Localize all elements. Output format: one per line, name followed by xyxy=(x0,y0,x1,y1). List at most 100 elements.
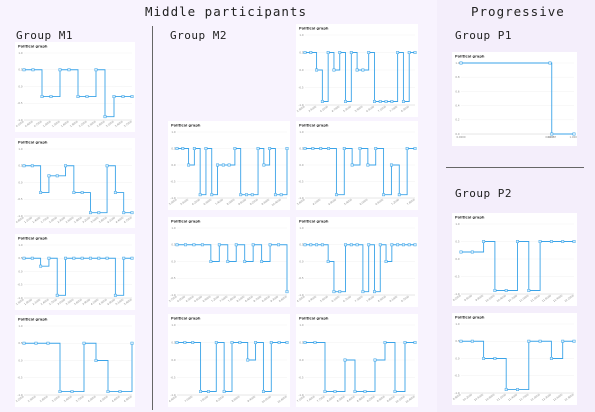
data-point xyxy=(504,388,508,391)
y-tick-label: -0.5 xyxy=(170,375,175,379)
x-tick-label: 5.4000 xyxy=(343,197,353,206)
x-tick-label: 1.4000 xyxy=(31,215,41,224)
x-tick-label: 0.0000 xyxy=(456,135,465,139)
x-tick-label: 5.7000 xyxy=(168,294,178,303)
x-tick-label: 7.4000 xyxy=(306,394,316,403)
data-point xyxy=(373,358,377,362)
x-tick-label: 10.4000 xyxy=(271,197,282,207)
data-point xyxy=(55,174,59,178)
data-point xyxy=(260,260,264,263)
data-point xyxy=(342,147,346,150)
chart-m2-r2: Political graph 1.0 0.5 0.0 -0.5 -1.0 3.6000 4.… xyxy=(296,121,418,210)
data-point xyxy=(332,68,336,72)
chart-title: Political graph xyxy=(455,216,485,220)
y-tick-label: 0.5 xyxy=(18,164,22,168)
x-tick-label: 4.0000 xyxy=(87,394,97,403)
chart-m2-l3: Political graph 1.0 0.5 0.0 -0.5 -1.0 6.4000 7.… xyxy=(168,314,290,407)
x-tick-label: 2.0000 xyxy=(48,215,58,224)
x-tick-label: 1.6000 xyxy=(60,119,70,128)
data-point xyxy=(405,147,409,150)
data-point xyxy=(285,290,289,294)
y-tick-label: 1.0 xyxy=(299,226,303,230)
x-tick-label: 5.9000 xyxy=(354,104,364,113)
chart-title: Political graph xyxy=(171,124,201,128)
chart-m1-3: Political graph 1.0 0.5 0.0 -0.5 -1.0 1.5000 1.… xyxy=(15,234,135,310)
data-point xyxy=(389,163,393,167)
x-tick-label: 4.1000 xyxy=(319,104,329,113)
data-point xyxy=(130,95,134,98)
data-point xyxy=(234,243,238,247)
x-tick-label: 7.0000 xyxy=(184,394,194,403)
data-point xyxy=(277,341,281,344)
x-tick-label: 7.1000 xyxy=(296,394,306,403)
data-point xyxy=(482,357,486,360)
data-point xyxy=(538,240,542,243)
series-line xyxy=(177,244,288,292)
x-tick-label: 8.6000 xyxy=(346,394,356,403)
data-point xyxy=(373,290,376,294)
data-point xyxy=(221,163,225,167)
data-point xyxy=(72,191,76,194)
data-point xyxy=(64,256,67,260)
political-graph-svg: Political graph 1.0 0.5 0.0 -0.5 -1.01.5000 1.… xyxy=(15,237,134,306)
data-point xyxy=(70,390,74,393)
political-graph-svg: Political graph 1.0 0.5 0.0 -0.5 -1.06.4000 7.… xyxy=(168,317,289,404)
data-point xyxy=(349,51,353,54)
x-tick-label: 2.7000 xyxy=(48,297,58,306)
x-tick-label: 12.3000 xyxy=(541,392,552,402)
y-tick-label: 1.0 xyxy=(299,130,303,134)
data-point xyxy=(183,341,187,344)
x-tick-label: 5.4000 xyxy=(123,297,133,306)
data-point xyxy=(198,193,202,197)
data-point xyxy=(303,147,307,150)
data-point xyxy=(527,289,531,292)
data-point xyxy=(285,341,289,344)
x-tick-label: 10.7000 xyxy=(507,293,518,303)
data-point xyxy=(303,341,307,344)
data-point xyxy=(572,240,576,243)
data-point xyxy=(175,147,179,150)
x-tick-label: 4.4000 xyxy=(115,215,125,224)
y-tick-label: 0.0 xyxy=(455,356,459,360)
y-tick-label: -0.5 xyxy=(17,101,22,105)
x-tick-label: 8.1000 xyxy=(236,294,246,303)
x-tick-label: 10.4000 xyxy=(496,293,507,303)
x-tick-label: 3.6000 xyxy=(73,297,83,306)
x-tick-label: 1.8000 xyxy=(23,297,33,306)
data-point xyxy=(315,243,319,247)
y-tick-label: 0.0 xyxy=(299,68,303,72)
data-point xyxy=(482,240,486,243)
data-point xyxy=(393,390,397,393)
y-tick-label: -0.5 xyxy=(454,274,459,278)
data-point xyxy=(94,68,98,72)
x-tick-label: 3.4000 xyxy=(63,394,73,403)
data-point xyxy=(470,250,474,254)
x-tick-label: 9.8000 xyxy=(474,293,484,302)
x-tick-label: 8.6000 xyxy=(237,197,247,206)
data-point xyxy=(309,51,313,54)
x-tick-label: 4.3000 xyxy=(296,294,306,303)
x-tick-label: 9.2000 xyxy=(452,293,462,302)
x-tick-label: 6.6000 xyxy=(374,197,384,206)
x-tick-label: 3.5000 xyxy=(307,104,317,113)
x-tick-label: 3.0000 xyxy=(56,297,66,306)
data-point xyxy=(470,339,474,343)
data-point xyxy=(40,95,44,98)
y-tick-label: 0.6 xyxy=(455,89,459,93)
data-point xyxy=(184,243,187,247)
x-tick-label: 12.0000 xyxy=(530,392,541,402)
data-point xyxy=(31,68,35,72)
y-tick-label: 0.5 xyxy=(18,256,22,260)
data-point xyxy=(561,240,565,243)
data-point xyxy=(262,163,266,167)
chart-title: Political graph xyxy=(18,318,48,322)
data-point xyxy=(121,95,125,98)
x-tick-label: 5.3000 xyxy=(342,104,352,113)
y-tick-label: -1.0 xyxy=(17,296,22,300)
y-tick-label: 0.0 xyxy=(171,358,175,362)
x-tick-label: 8.3000 xyxy=(336,394,346,403)
x-tick-label: 7.8000 xyxy=(406,197,416,206)
y-tick-label: 0.5 xyxy=(299,50,303,54)
chart-m1-2: Political graph 1.0 0.5 0.0 -0.5 -1.0 0.8000 1.… xyxy=(15,138,135,228)
